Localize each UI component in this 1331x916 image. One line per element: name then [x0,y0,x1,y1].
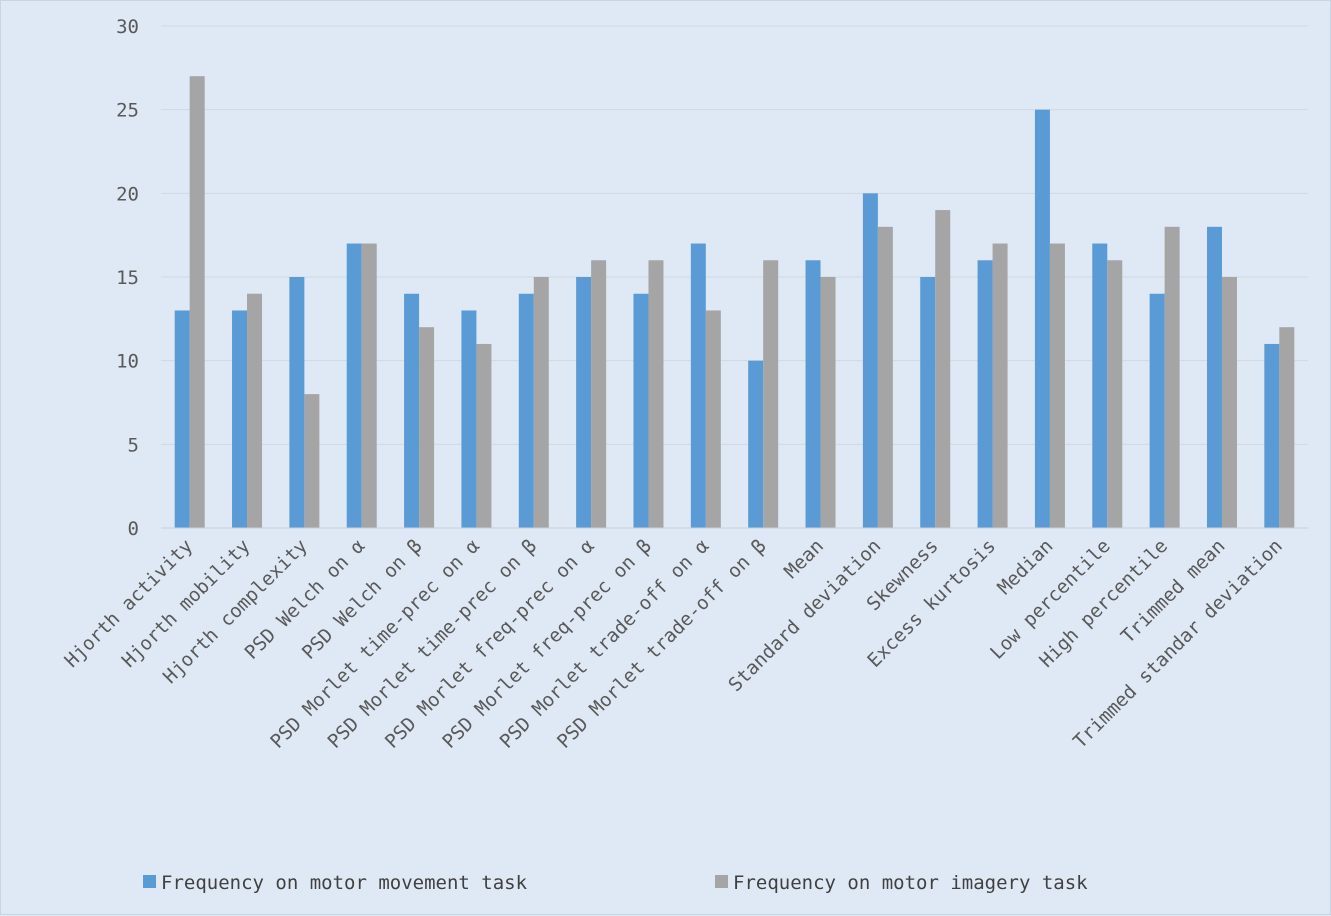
legend-label-motor-imagery: Frequency on motor imagery task [733,872,1088,894]
bar-motor-movement [1264,343,1280,528]
bar-motor-movement [576,277,592,528]
bar-motor-imagery [648,260,664,528]
y-tick-label: 0 [128,518,139,540]
legend-label-motor-movement: Frequency on motor movement task [161,872,528,894]
gridlines [161,25,1308,445]
x-category-label: PSD Morlet freq-prec on β [438,535,656,753]
y-tick-label: 20 [116,183,139,205]
bar-motor-movement [977,260,993,528]
legend: Frequency on motor movement task Frequen… [143,872,1088,894]
bar-motor-movement [748,360,764,528]
x-category-label: PSD Morlet trade-off on α [496,535,714,753]
bar-motor-imagery [1107,260,1123,528]
bar-motor-movement [1149,293,1165,528]
x-category-label: Mean [780,535,828,583]
bar-motor-imagery [820,277,836,528]
bar-motor-movement [289,277,305,528]
legend-swatch-motor-movement [143,875,156,888]
bars [174,76,1295,529]
legend-swatch-motor-imagery [715,875,728,888]
x-category-label: PSD Morlet time-prec on α [266,535,484,753]
bar-motor-imagery [247,293,263,528]
bar-motor-movement [174,310,190,528]
y-tick-label: 10 [116,351,139,373]
y-tick-label: 25 [116,100,139,122]
bar-motor-movement [404,293,420,528]
bar-motor-movement [1092,243,1108,529]
bar-motor-imagery [533,277,549,528]
x-category-label: Trimmed standar deviation [1069,535,1287,753]
bar-motor-imagery [1049,243,1065,529]
bar-motor-movement [518,293,534,528]
bar-motor-imagery [763,260,779,528]
bar-motor-movement [1206,226,1222,529]
bar-motor-movement [805,260,821,528]
y-axis-tick-labels: 0 5 10 15 20 25 30 [116,16,139,540]
x-category-label: Trimmed mean [1117,535,1230,648]
bar-motor-imagery [877,226,893,529]
bar-motor-movement [346,243,362,529]
bar-motor-movement [232,310,248,528]
x-category-label: PSD Morlet freq-prec on α [381,535,599,753]
bar-motor-imagery [419,327,435,528]
bar-motor-imagery [935,210,951,529]
y-tick-label: 30 [116,16,139,38]
bar-motor-imagery [476,343,492,528]
bar-motor-movement [690,243,706,529]
bar-motor-imagery [361,243,377,529]
y-tick-label: 5 [128,434,139,456]
y-tick-label: 15 [116,267,139,289]
bar-motor-imagery [1279,327,1295,528]
x-category-label: PSD Morlet trade-off on β [553,535,771,753]
x-category-label: PSD Morlet time-prec on β [324,535,542,753]
bar-motor-movement [862,193,878,529]
bar-motor-imagery [304,394,320,528]
bar-motor-imagery [189,76,205,528]
bar-motor-imagery [591,260,607,528]
bar-motor-imagery [992,243,1008,529]
bar-motor-movement [920,277,936,528]
bar-motor-movement [461,310,477,528]
bar-motor-imagery [1164,226,1180,529]
bar-motor-movement [1034,109,1050,529]
bar-motor-movement [633,293,649,528]
bar-motor-imagery [705,310,721,528]
bar-motor-imagery [1221,277,1237,528]
